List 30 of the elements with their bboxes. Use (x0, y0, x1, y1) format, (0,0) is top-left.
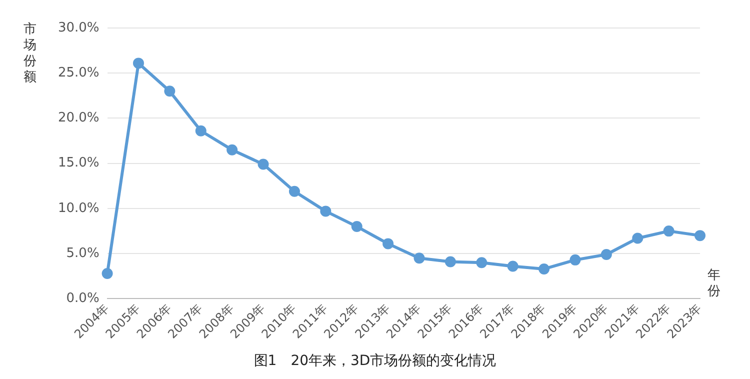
caption: 图1 20年来，3D市场份额的变化情况 (252, 352, 498, 370)
point (632, 232, 644, 244)
point (102, 268, 113, 279)
x-axis-title: 年份 (706, 268, 722, 300)
y-tick-label: 25.0% (58, 66, 100, 80)
point (258, 158, 269, 170)
point (538, 263, 550, 274)
point (507, 260, 518, 272)
point (570, 254, 581, 266)
y-tick-label: 30.0% (58, 20, 100, 36)
point (414, 252, 425, 264)
y-axis-title: 市场份额 (22, 22, 38, 86)
point (351, 221, 362, 232)
y-tick-label: 5.0% (66, 246, 100, 261)
point (694, 230, 706, 242)
y-tick-label: 0.0% (66, 291, 100, 306)
point (226, 144, 238, 156)
point (320, 206, 332, 217)
point (164, 86, 176, 97)
y-tick-label: 10.0% (58, 200, 100, 216)
y-tick-label: 20.0% (58, 110, 100, 126)
point (476, 257, 488, 268)
point (600, 249, 612, 260)
y-tick-label: 15.0% (58, 156, 100, 171)
point (663, 226, 674, 237)
point (288, 186, 300, 197)
point (132, 58, 144, 69)
point (444, 256, 456, 268)
point (382, 238, 394, 250)
point (195, 125, 206, 136)
